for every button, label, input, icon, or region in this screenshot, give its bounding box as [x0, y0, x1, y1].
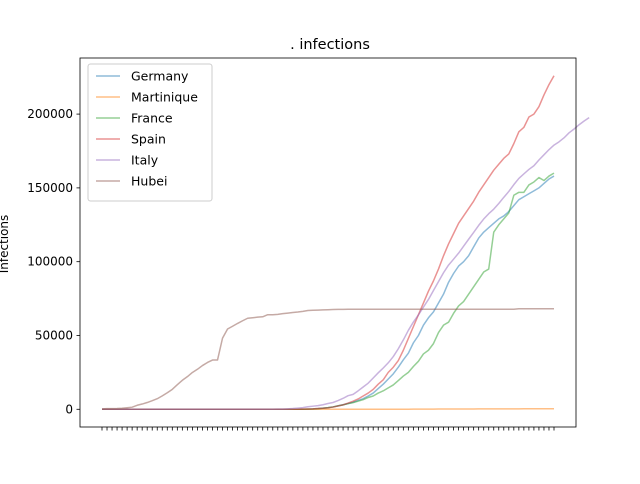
plot-area: 0 50000 100000 150000 200000 [27, 57, 590, 431]
legend-box [87, 63, 213, 202]
series-line-hubei [101, 307, 554, 410]
legend-label-france: France [131, 111, 173, 126]
series-line-italy [102, 117, 590, 411]
y-tick-label: 50000 [35, 328, 73, 342]
legend-label-martinique: Martinique [131, 90, 198, 105]
y-axis-label: Infections [0, 215, 11, 274]
y-tick-label: 200000 [27, 107, 73, 121]
legend-label-hubei: Hubei [131, 174, 167, 189]
legend-label-italy: Italy [131, 153, 159, 168]
chart-title: . infections [290, 37, 370, 53]
y-tick-label: 100000 [27, 255, 73, 269]
y-tick-label: 0 [65, 402, 73, 416]
legend-label-germany: Germany [131, 69, 189, 84]
y-tick-label: 150000 [27, 181, 73, 195]
legend-label-spain: Spain [131, 132, 166, 147]
legend: Germany Martinique France Spain Italy Hubei [87, 63, 213, 202]
